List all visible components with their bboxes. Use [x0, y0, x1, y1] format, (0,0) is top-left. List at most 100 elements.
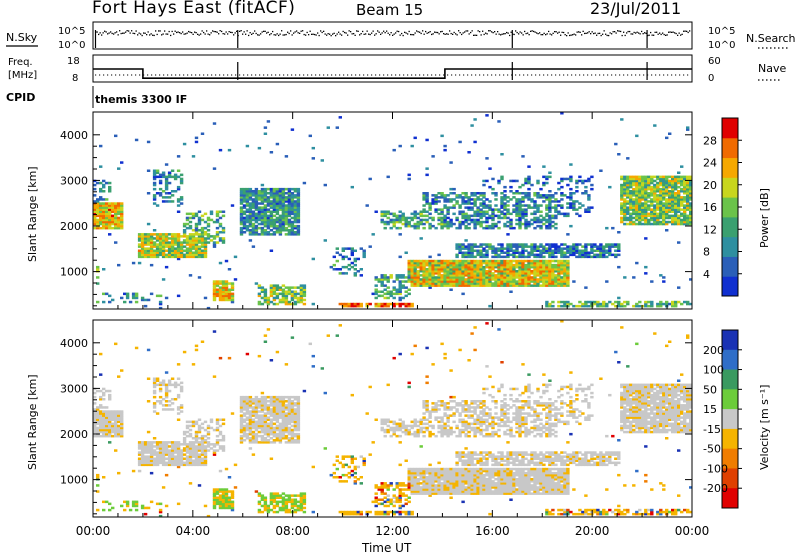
power-cell: [506, 212, 510, 216]
velocity-cell: [230, 508, 235, 512]
power-cell: [623, 192, 627, 195]
power-cell: [452, 265, 456, 269]
power-cell: [599, 304, 603, 308]
power-cell: [428, 270, 432, 273]
velocity-cell: [269, 412, 274, 415]
power-cell: [257, 190, 262, 193]
power-cell: [123, 292, 127, 296]
power-cell: [410, 276, 414, 279]
power-cell: [569, 224, 573, 228]
power-cell: [197, 216, 202, 220]
power-cell: [284, 155, 289, 158]
power-cell: [93, 206, 97, 209]
power-cell: [542, 272, 546, 275]
velocity-cell: [266, 504, 271, 508]
power-cell: [674, 177, 678, 181]
velocity-cell: [99, 416, 103, 419]
power-cell: [114, 206, 118, 209]
velocity-cell: [290, 432, 295, 436]
power-cell: [449, 224, 453, 228]
power-cell: [455, 247, 459, 250]
power-cell: [353, 249, 357, 252]
power-cell: [152, 194, 157, 197]
power-cell: [563, 177, 567, 181]
power-cell: [557, 247, 561, 250]
power-cell: [239, 212, 244, 216]
velocity-cell: [284, 418, 289, 421]
power-cell: [626, 200, 630, 203]
power-cell: [302, 284, 307, 287]
power-cell: [554, 204, 558, 207]
power-cell: [539, 218, 543, 222]
velocity-cell: [284, 434, 289, 438]
power-cell: [197, 255, 202, 259]
velocity-cell: [212, 500, 217, 504]
power-cell: [338, 272, 342, 275]
power-cell: [686, 183, 690, 187]
power-cell: [293, 210, 298, 213]
power-cell: [161, 173, 166, 177]
power-cell: [545, 263, 549, 267]
velocity-cell: [293, 504, 298, 508]
power-cell: [617, 153, 621, 156]
power-cell: [158, 245, 163, 248]
power-cell: [485, 253, 489, 257]
power-cell: [428, 204, 432, 207]
power-cell: [200, 218, 205, 222]
power-cell: [611, 302, 615, 306]
power-cell: [656, 204, 660, 207]
power-cell: [560, 177, 564, 181]
power-cell: [554, 259, 558, 263]
power-cell: [269, 288, 274, 291]
velocity-cell: [293, 404, 298, 407]
velocity-cell: [137, 441, 142, 444]
power-cell: [368, 245, 372, 248]
power-cell: [578, 304, 582, 308]
velocity-cell: [230, 500, 235, 504]
power-cell: [470, 245, 474, 248]
power-cell: [656, 196, 660, 199]
velocity-cell: [260, 418, 265, 421]
power-cell: [254, 208, 259, 211]
power-cell: [296, 214, 301, 218]
power-cell: [251, 198, 256, 201]
power-cell: [590, 245, 594, 248]
power-cell: [455, 284, 459, 287]
velocity-cell: [266, 418, 271, 421]
power-cell: [245, 220, 250, 224]
power-cell: [644, 210, 648, 213]
power-cell: [494, 247, 498, 250]
power-cell: [476, 253, 480, 257]
power-cell: [131, 296, 136, 300]
velocity-cell: [281, 498, 286, 501]
power-cell: [260, 192, 265, 195]
power-cell: [482, 282, 486, 285]
power-cell: [497, 208, 501, 211]
velocity-cell: [125, 500, 130, 504]
power-cell: [485, 179, 489, 183]
velocity-cell: [272, 432, 277, 436]
power-cell: [644, 175, 648, 179]
velocity-cell: [185, 457, 190, 460]
power-cell: [254, 206, 259, 209]
power-cell: [215, 282, 220, 285]
power-cell: [458, 249, 462, 252]
power-cell: [500, 280, 504, 283]
velocity-cell: [218, 496, 223, 499]
power-cell: [596, 255, 600, 259]
velocity-cell: [212, 490, 217, 493]
power-cell: [108, 233, 112, 236]
power-cell: [278, 226, 283, 230]
power-cell: [638, 185, 642, 189]
power-cell: [269, 229, 274, 232]
power-cell: [434, 270, 438, 273]
velocity-cell: [266, 404, 271, 407]
velocity-cell: [152, 379, 157, 382]
power-cell: [407, 265, 411, 269]
power-cell: [635, 187, 639, 191]
power-cell: [518, 261, 522, 265]
power-cell: [170, 175, 175, 179]
power-cell: [644, 220, 648, 224]
power-cell: [96, 202, 100, 205]
power-cell: [407, 278, 411, 281]
